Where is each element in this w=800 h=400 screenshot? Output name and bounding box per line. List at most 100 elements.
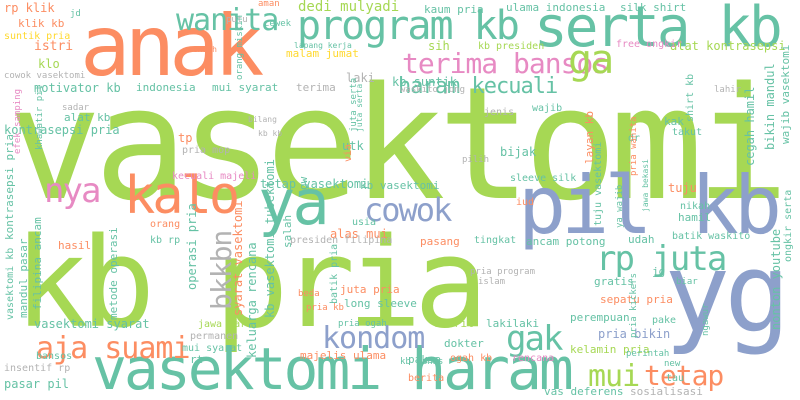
word-mui-syarat: mui syarat <box>212 81 279 94</box>
word-berita: berita <box>408 373 445 384</box>
word-ya: ya <box>258 166 330 239</box>
word-wajib-vasektomi-vertical: wajib vasektomi <box>779 44 792 144</box>
word-bikin-mandul-vertical: bikin mandul <box>763 63 777 150</box>
word-pasang: pasang <box>420 235 460 248</box>
word-keluarga-rencana-vertical: keluarga rencana <box>245 242 259 358</box>
word-nikah: nikah <box>680 201 711 212</box>
word-lakilaki: lakilaki <box>486 317 539 330</box>
word-yg: yg <box>664 229 790 357</box>
word-alas-mui: alas mui <box>330 227 388 241</box>
word-kecuali-majeli: kecuali majeli <box>172 171 257 182</box>
word-laki: laki <box>346 71 375 85</box>
word-waskito-jong: waskito jong <box>400 85 466 95</box>
word-mandul-pasar-vertical: mandul pasar <box>17 238 30 318</box>
word-mui-syarat-2: mui syarat <box>182 343 243 354</box>
word-pake: pake <box>652 315 677 326</box>
word-iud: iud <box>516 197 535 208</box>
word-udah: udah <box>628 233 655 246</box>
word-haram-kecuali: haram kecuali <box>398 74 558 99</box>
word-utk: utk <box>342 139 364 153</box>
word-indonesia: indonesia <box>136 81 196 94</box>
word-majelis-ulama: majelis ulama <box>300 349 387 362</box>
word-nya: nya <box>44 171 101 211</box>
word-bansos: bansos <box>36 351 73 362</box>
word-nonton-youtube-vertical: nonton youtube <box>769 228 783 330</box>
word-batik-waskito: batik waskito <box>672 231 751 242</box>
word-steril: steril <box>434 317 474 330</box>
word-ancam-potong: ancam potong <box>526 235 606 248</box>
word-rp-juta: rp juta <box>596 239 727 279</box>
word-sleeve-silk: sleeve silk <box>510 173 577 184</box>
word-kb-pria: kb pria <box>14 212 489 356</box>
word-ogah-kb: ogah kb <box>450 353 493 364</box>
word-pria-kickers-vertical: pria kickers <box>629 272 639 338</box>
word-pasar-pil: pasar pil <box>4 377 70 391</box>
word-sih: sih <box>428 39 450 53</box>
word-usia: usia <box>352 217 377 228</box>
word-klo: klo <box>38 57 60 71</box>
word-jawa-bekasi-vertical: jawa bekasi <box>641 159 650 212</box>
word-jawa-barat: jawa barat <box>198 319 259 330</box>
word-khawatir-pil-vertical: khawatir pil <box>35 84 45 150</box>
word-pria-bikin: pria bikin <box>598 327 671 341</box>
word-syarat-vasektomi-vertical: syarat vasektomi <box>231 200 245 316</box>
word-tau: tau <box>666 373 685 384</box>
word-long-sleeve: long sleeve <box>344 297 417 310</box>
word-presiden-filipina: presiden filipina <box>290 235 393 246</box>
word-new: new <box>664 359 681 369</box>
word-filipina-ancam-vertical: filipina ancam <box>31 217 44 310</box>
word-orang-miskin-vertical: orang miskin <box>235 14 245 80</box>
word-rendah: rendah <box>188 45 217 54</box>
word-ngawur-vertical: ngawur <box>701 303 711 336</box>
word-alat-kb: alat kb <box>64 111 111 124</box>
word-mui: mui <box>588 359 640 394</box>
word-efek-samping-vertical: efek samping <box>13 88 23 154</box>
word-lapang-kerja: lapang kerja <box>294 41 352 50</box>
word-pria-wanita-vertical: pria wanita <box>629 116 639 176</box>
word-kb-presiden: kb presiden <box>478 41 545 52</box>
word-tingkat: tingkat <box>474 235 517 246</box>
word-pria-ogah: pria ogah <box>338 319 387 329</box>
word-gw-vertical: gw <box>297 176 310 190</box>
word-free-ongkir: free ongkir <box>616 39 683 50</box>
word-pria-mop: pria mop <box>182 145 231 156</box>
word-kontrasepsi-pria: kontrasepsi pria <box>4 123 120 137</box>
word-vasektomi-haram: vasektomi haram <box>92 335 574 400</box>
word-rp-klik: rp klik <box>4 1 55 15</box>
word-wanita: wanita <box>176 3 279 38</box>
word-malam-jumat: malam jumat <box>286 47 359 60</box>
word-suntik-pria: suntik pria <box>4 31 71 42</box>
word-vas-deferens: vas deferens <box>544 385 624 398</box>
word-perintah: perintah <box>626 349 670 359</box>
word-cowok: cowok <box>364 191 452 229</box>
word-biar: biar <box>676 277 698 287</box>
word-ulama-indonesia: ulama indonesia <box>506 1 606 14</box>
word-kalo: kalo <box>124 166 240 226</box>
word-klik-kb: klik kb <box>18 17 65 30</box>
word-kondom: kondom <box>322 321 425 356</box>
word-rt: rt <box>190 353 204 366</box>
word-permanen: permanen <box>190 331 239 342</box>
word-pilih: pilih <box>462 155 490 165</box>
word-terima-bansos: terima bansos <box>402 47 609 80</box>
word-program-kb: program kb <box>297 3 520 49</box>
word-ongkir-serta-vertical: ongkir serta <box>783 189 794 262</box>
word-via-vertical: via <box>343 143 354 162</box>
word-tetap: tetap <box>644 359 724 392</box>
word-cegah-hamil-vertical: cegah hamil <box>743 86 757 166</box>
word-hasil: hasil <box>58 239 92 252</box>
word-tp: tp <box>178 131 193 145</box>
word-gak: gak <box>506 319 563 359</box>
word-jg: jg <box>652 265 666 278</box>
word-ya-wajib-vertical: ya wajib <box>615 184 625 228</box>
word-kb-hanas: kb hanas <box>400 357 444 367</box>
word-ga: ga <box>568 37 614 83</box>
word-kelamin-pria: kelamin pria <box>570 343 650 356</box>
word-juta-serta-2-vertical: juta serta <box>355 83 364 132</box>
word-pria-kb: pria kb <box>306 303 344 313</box>
word-motivator-kb: motivator kb <box>34 81 121 95</box>
word-vasektomi-kb-vertical: vasektomi kb <box>5 247 16 320</box>
word-salah-vertical: salah <box>281 214 294 248</box>
word-pil-kb: pil kb <box>518 159 782 252</box>
